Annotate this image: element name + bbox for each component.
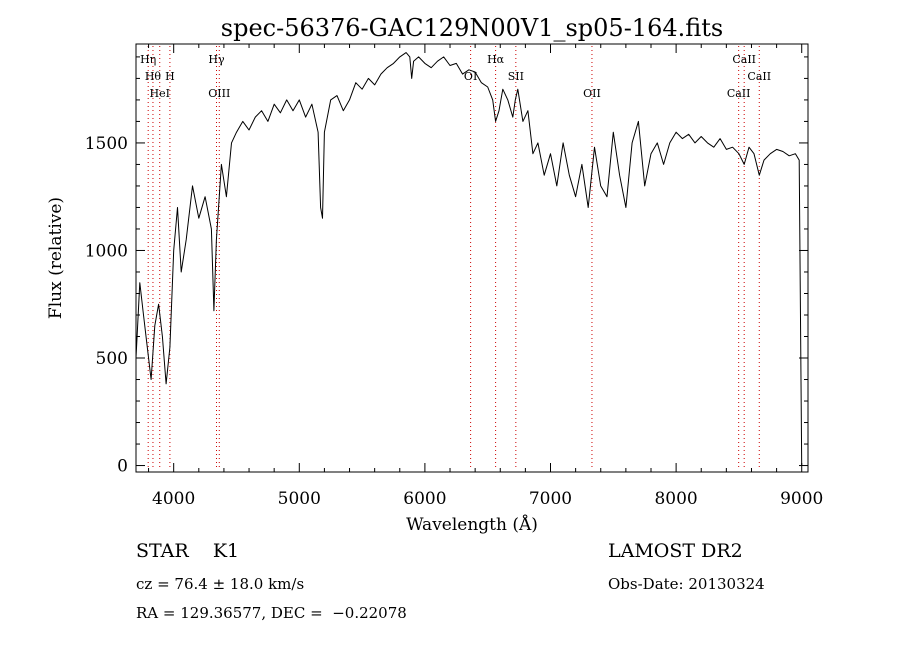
line-marker-label: OI	[464, 70, 477, 83]
x-tick-label: 4000	[152, 489, 195, 509]
observation-date: Obs-Date: 20130324	[608, 575, 765, 593]
survey-name: LAMOST DR2	[608, 540, 743, 562]
plot-frame	[135, 43, 809, 473]
line-marker-label: CaII	[732, 53, 756, 66]
spectrum-line	[135, 52, 803, 466]
line-marker-label: Hθ	[145, 70, 162, 83]
x-tick-label: 6000	[403, 489, 446, 509]
line-marker-label: Hη	[140, 53, 156, 66]
line-marker-label: OIII	[208, 87, 230, 100]
y-tick-label: 1500	[85, 134, 128, 154]
line-marker-label: Hγ	[208, 53, 225, 66]
x-tick-label: 7000	[529, 489, 572, 509]
x-tick-label: 5000	[278, 489, 321, 509]
redshift-velocity: cz = 76.4 ± 18.0 km/s	[136, 575, 305, 593]
line-marker-label: Hα	[487, 53, 505, 66]
x-tick-label: 9000	[780, 489, 823, 509]
sky-coordinates: RA = 129.36577, DEC = −0.22078	[136, 604, 407, 622]
line-marker-label: CaII	[747, 70, 771, 83]
y-tick-label: 0	[117, 457, 128, 477]
object-class: STAR K1	[136, 540, 240, 562]
x-axis-label: Wavelength (Å)	[406, 514, 538, 535]
y-axis-label: Flux (relative)	[46, 197, 66, 319]
line-marker-label: OII	[583, 87, 601, 100]
y-tick-label: 500	[96, 349, 128, 369]
line-markers	[147, 46, 760, 470]
y-axis: 0 500 1000 1500	[85, 56, 808, 477]
line-marker-label: H	[165, 70, 175, 83]
x-tick-label: 8000	[654, 489, 697, 509]
line-marker-label: HeI	[150, 87, 170, 100]
x-axis: 4000 5000 6000 7000 8000 9000	[148, 44, 823, 509]
line-marker-label: SII	[508, 70, 524, 83]
y-tick-label: 1000	[85, 241, 128, 261]
chart-title: spec-56376-GAC129N00V1_sp05-164.fits	[221, 14, 723, 42]
line-marker-label: CaII	[727, 87, 751, 100]
